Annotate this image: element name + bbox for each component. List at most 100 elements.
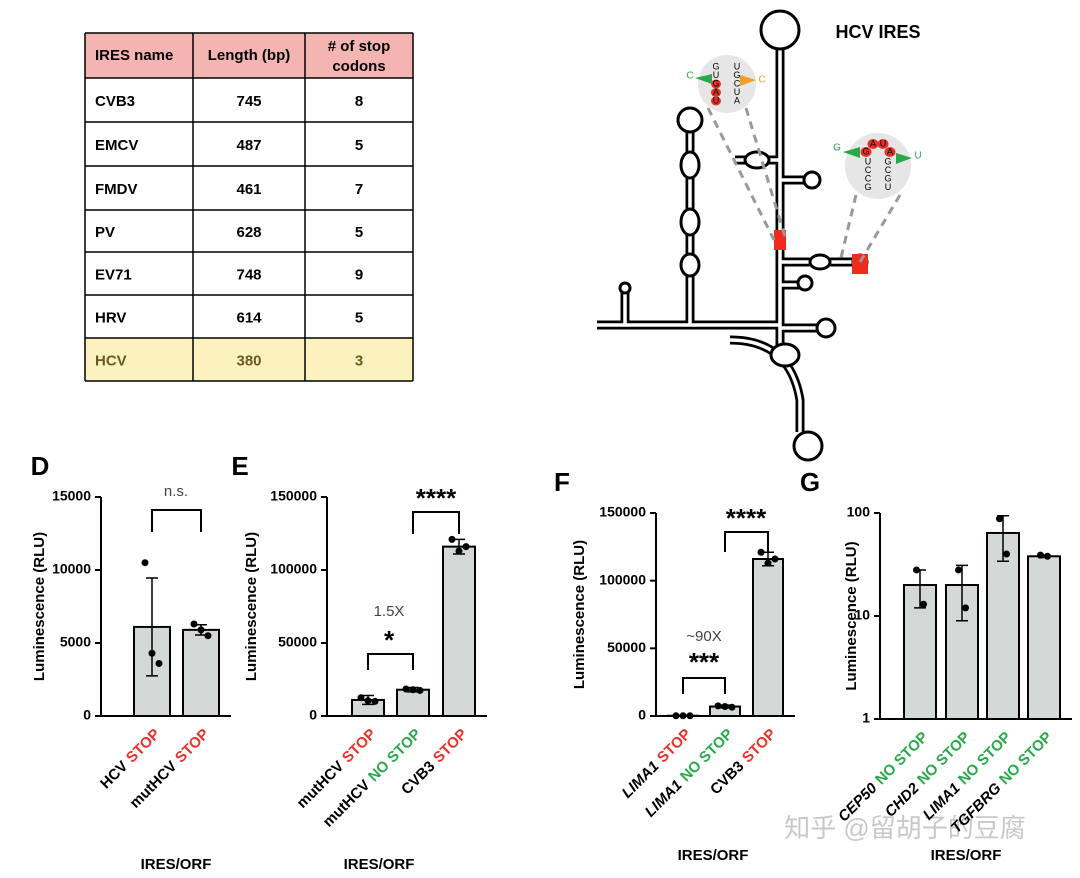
nucleotide: U — [713, 70, 720, 80]
data-point — [1044, 552, 1051, 560]
annotation: **** — [416, 483, 457, 513]
nucleotide: U — [734, 87, 741, 97]
error-bar — [956, 564, 968, 622]
data-point — [448, 535, 456, 543]
data-point — [714, 702, 722, 710]
bar — [1027, 555, 1061, 720]
data-point — [357, 694, 365, 702]
nucleotide: C — [758, 75, 765, 86]
nucleotide: U — [914, 151, 921, 162]
insertion-arrow — [843, 147, 860, 158]
y-tick-label: 5000 — [60, 634, 91, 650]
data-point — [462, 543, 470, 551]
nucleotide: A — [870, 138, 876, 148]
table-cell: 7 — [355, 181, 363, 198]
data-point — [679, 712, 687, 720]
nucleotide: G — [864, 182, 871, 192]
nucleotide: U — [865, 156, 872, 166]
ires-diagram: HCV IRES — [597, 9, 921, 462]
y-tick-label: 10 — [854, 607, 870, 623]
table-cell: FMDV — [95, 181, 138, 198]
data-point — [371, 697, 379, 705]
table-cell: PV — [95, 224, 115, 241]
nucleotide: G — [833, 143, 841, 154]
table-cell: 3 — [355, 352, 363, 369]
table-cell: 9 — [355, 266, 363, 283]
panel-letter: D — [31, 451, 50, 481]
table-header: IRES name — [95, 47, 173, 64]
y-axis-label: Luminescence (RLU) — [31, 532, 48, 681]
label-part: STOP — [739, 726, 780, 767]
table-header-bg — [85, 33, 413, 78]
nucleotide: C — [686, 71, 693, 82]
table-cell: EMCV — [95, 137, 138, 154]
significance-bracket — [151, 509, 202, 532]
x-tick-label: mutHCVSTOP — [294, 726, 380, 812]
data-point — [190, 620, 198, 628]
y-tick-label: 150000 — [270, 488, 317, 504]
data-point — [455, 547, 463, 555]
nucleotide: U — [713, 95, 720, 105]
bar — [396, 688, 430, 717]
y-tick-label: 0 — [638, 707, 646, 723]
data-point — [962, 604, 969, 612]
x-axis-label: IRES/ORF — [931, 847, 1002, 864]
x-axis-label: IRES/ORF — [344, 856, 415, 873]
y-tick-label: 50000 — [607, 639, 646, 655]
error-bar — [146, 577, 158, 677]
diagram-title: HCV IRES — [835, 22, 920, 42]
bar — [752, 558, 784, 717]
nucleotide: U — [880, 138, 887, 148]
table-cell: 748 — [236, 266, 261, 283]
data-point — [721, 703, 729, 711]
y-tick-label: 100 — [847, 504, 871, 520]
nucleotide: A — [887, 146, 893, 156]
data-point — [141, 559, 149, 567]
significance-bracket — [412, 511, 460, 534]
nucleotide: G — [884, 156, 891, 166]
table-cell: 5 — [355, 309, 363, 326]
y-tick-label: 0 — [83, 707, 91, 723]
table-header: # of stop codons — [328, 38, 391, 75]
table-cell: 8 — [355, 93, 363, 110]
table-cell: 461 — [236, 181, 261, 198]
data-point — [996, 515, 1003, 523]
significance-bracket — [724, 531, 769, 552]
data-point — [402, 685, 410, 693]
label-part: STOP — [430, 726, 471, 767]
x-axis-label: IRES/ORF — [678, 847, 749, 864]
stop-highlight — [884, 147, 896, 157]
label-part: STOP — [654, 726, 695, 767]
y-tick-label: 50000 — [278, 634, 317, 650]
data-point — [728, 703, 736, 711]
stop-highlight — [711, 88, 721, 97]
stop-highlight — [711, 79, 721, 89]
stop-highlight — [711, 96, 721, 106]
watermark: 知乎 @留胡子的豆腐 — [784, 813, 1026, 843]
table-cell: HRV — [95, 309, 126, 326]
table-cell: 614 — [236, 309, 262, 326]
header-line: # of stop — [328, 38, 391, 55]
nucleotide: C — [865, 165, 872, 175]
nucleotide: G — [862, 146, 869, 156]
table-cell: EV71 — [95, 266, 132, 283]
callout-bubble — [698, 55, 756, 113]
y-axis-label: Luminescence (RLU) — [843, 541, 860, 690]
nucleotide: G — [733, 70, 740, 80]
insertion-arrow — [740, 75, 756, 86]
y-tick-label: 15000 — [52, 488, 91, 504]
label-part: CVB3 — [707, 758, 747, 798]
y-axis-label: Luminescence (RLU) — [243, 532, 260, 681]
stop-highlight — [860, 147, 872, 157]
rna-loops — [618, 9, 869, 462]
table-cell: 5 — [355, 137, 363, 154]
header-line: codons — [332, 58, 385, 75]
nucleotide: U — [885, 182, 892, 192]
annotation: **** — [726, 503, 767, 533]
nucleotide: C — [885, 165, 892, 175]
stop-marker — [852, 254, 868, 274]
nucleotide: G — [884, 173, 891, 183]
table-cell: CVB3 — [95, 93, 135, 110]
data-point — [197, 626, 205, 634]
